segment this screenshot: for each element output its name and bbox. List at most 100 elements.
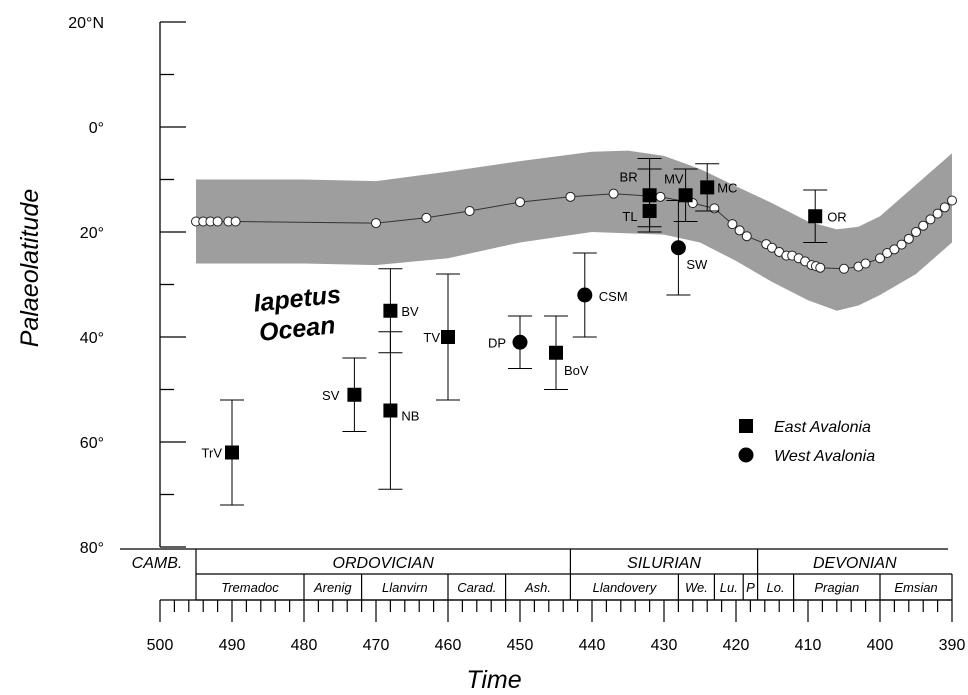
apwp-point [925,214,936,225]
x-tick-label: 500 [147,637,174,654]
data-point-square [225,445,239,460]
uncertainty-band [196,150,952,311]
x-tick-label: 420 [723,637,750,654]
apwp-point [903,233,914,244]
x-tick-label: 440 [579,637,606,654]
period-label: SILURIAN [627,555,701,572]
x-tick-label: 400 [867,637,894,654]
data-point-label: MC [717,180,737,195]
data-points-layer: TrV SV BV NB TV BoV BR TL MV MC OR DP CSM SW [202,158,847,506]
epoch-label: Lu. [720,580,738,595]
apwp-point [875,253,885,264]
y-axis: 20°N 0° 20° 40° 60° 80° [68,15,186,557]
uncertainty-band-layer [196,150,952,311]
y-tick-label: 0° [89,120,104,137]
data-point-label: SW [686,257,708,272]
apwp-layer [191,188,957,274]
data-point-circle [512,334,528,350]
apwp-point [230,216,241,227]
epoch-label: P [746,580,755,595]
data-point-label: TrV [202,446,223,461]
apwp-point [918,220,929,231]
apwp-point [947,195,957,206]
apwp-point [655,191,666,202]
apwp-point [815,262,826,273]
data-point-square [808,209,823,224]
apwp-point [734,225,745,236]
x-tick-label: 450 [507,637,534,654]
x-tick-label: 470 [363,637,390,654]
data-point-square [549,345,563,360]
period-label: ORDOVICIAN [333,555,435,572]
apwp-point [939,202,950,213]
x-tick-label: 390 [939,637,966,654]
data-point-square [383,403,398,418]
data-point-label: BoV [564,363,589,378]
data-point-square [700,180,715,195]
epoch-label: Llandovery [593,580,658,595]
data-point-circle [577,287,593,303]
period-label: DEVONIAN [813,555,897,572]
y-tick-label: 40° [80,330,104,347]
data-point-circle [670,240,686,256]
apwp-point [421,212,432,223]
period-label: CAMB. [132,555,183,572]
x-axis-title: Time [466,666,521,694]
epoch-label: Lo. [767,580,785,595]
legend-marker-square [739,419,753,433]
legend-marker-circle [738,447,754,463]
epoch-label: Carad. [457,580,496,595]
epoch-label: Arenig [313,580,352,595]
epoch-label: Pragian [814,580,859,595]
ocean-label-line2: Ocean [258,311,337,347]
apwp-point [896,239,907,250]
data-point-square [383,303,398,318]
apwp-point [565,191,576,202]
data-point-label: TV [423,330,440,345]
y-tick-label: 20°N [68,15,104,32]
epoch-label: Llanvirn [382,580,428,595]
apwp-point [608,188,619,199]
data-point-label: BR [620,169,638,184]
time-scale: CAMB. ORDOVICIAN SILURIAN DEVONIAN Tremadoc A… [120,548,966,654]
apwp-point [860,258,871,269]
apwp-point [889,244,900,255]
data-point-label: SV [322,388,340,403]
apwp-point [911,227,921,237]
apwp-point [932,208,943,219]
legend: East Avalonia West Avalonia [738,419,875,465]
data-point-label: NB [401,409,419,424]
apwp-point [709,203,720,214]
data-point-square [441,330,455,344]
epoch-label: Ash. [524,580,551,595]
epoch-label: We. [685,580,708,595]
apwp-point [212,216,223,227]
apwp-point [464,206,475,216]
apwp-point [741,231,752,242]
data-point-label: TL [622,209,637,224]
epoch-label: Emsian [894,580,937,595]
data-point-label: CSM [599,289,628,304]
data-point-label: DP [488,335,506,350]
epoch-label: Tremadoc [221,580,279,595]
x-tick-label: 430 [651,637,678,654]
apwp-point [371,218,381,229]
apwp-point [839,263,849,274]
data-point-label: BV [401,304,419,319]
data-point-square [642,204,657,218]
x-tick-label: 460 [435,637,462,654]
data-point-label: MV [664,171,684,186]
legend-label: East Avalonia [774,419,871,436]
apwp-point [515,197,525,208]
x-tick-label: 490 [219,637,246,654]
legend-label: West Avalonia [774,448,875,465]
data-point-square [347,387,362,402]
y-tick-label: 80° [80,540,104,557]
x-tick-label: 410 [795,637,822,654]
apwp-point [727,219,738,230]
data-point-square [678,188,693,203]
y-axis-title: Palaeolatitude [16,189,44,347]
y-tick-label: 20° [80,225,104,242]
data-point-label: OR [827,209,847,224]
